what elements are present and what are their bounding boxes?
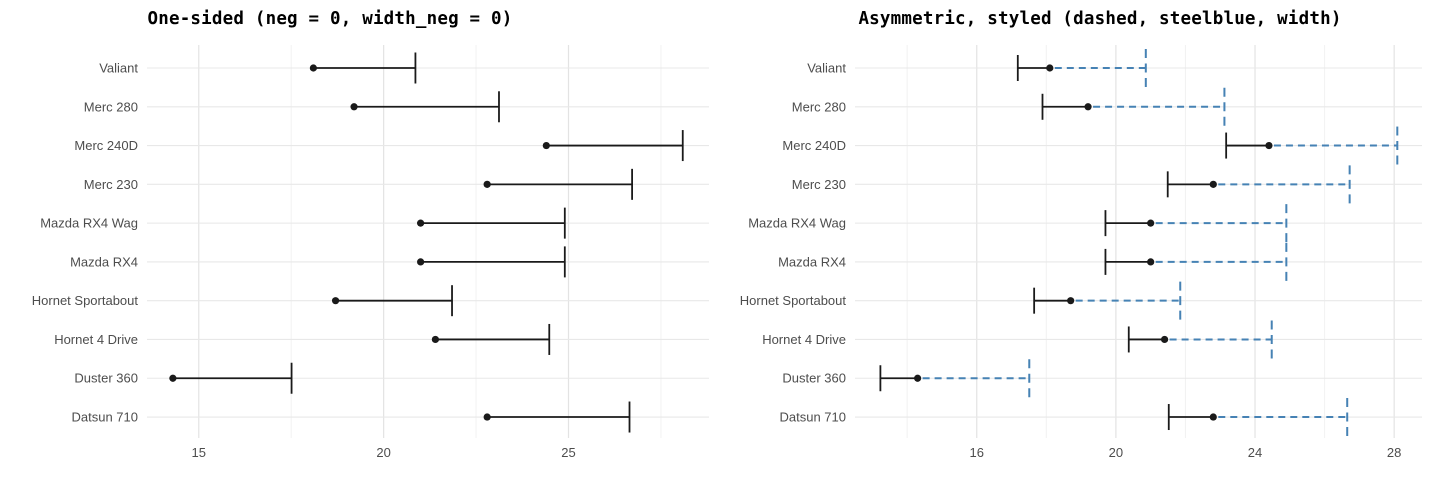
data-point (1265, 141, 1273, 150)
data-point (483, 180, 491, 188)
data-point (1160, 335, 1169, 344)
data-point (169, 374, 177, 382)
y-axis-label: Hornet 4 Drive (762, 332, 846, 347)
x-tick-label: 24 (1248, 445, 1262, 460)
y-axis-label: Merc 230 (792, 177, 846, 192)
y-axis-label: Duster 360 (74, 371, 138, 386)
left-chart-title: One-sided (neg = 0, width_neg = 0) (147, 9, 513, 29)
x-tick-label: 20 (376, 445, 390, 460)
data-point (1147, 219, 1155, 227)
data-point (1209, 413, 1217, 421)
data-point (309, 64, 317, 72)
data-point (1147, 258, 1155, 266)
y-axis-label: Hornet 4 Drive (54, 332, 138, 347)
x-tick-label: 16 (970, 445, 984, 460)
y-axis-label: Datsun 710 (72, 410, 139, 425)
data-point (483, 413, 491, 421)
y-axis-label: Hornet Sportabout (740, 293, 847, 308)
data-point (1209, 180, 1217, 188)
y-axis-label: Merc 230 (84, 177, 138, 192)
x-tick-label: 28 (1387, 445, 1401, 460)
y-axis-label: Merc 240D (782, 138, 846, 153)
data-point (417, 258, 425, 266)
y-axis-label: Valiant (807, 61, 846, 76)
x-tick-label: 15 (192, 445, 206, 460)
data-point (417, 219, 425, 227)
y-axis-label: Mazda RX4 Wag (40, 216, 138, 231)
data-point (1067, 297, 1075, 305)
y-axis-label: Mazda RX4 Wag (748, 216, 846, 231)
y-axis-label: Merc 280 (792, 99, 846, 114)
right-chart-title: Asymmetric, styled (dashed, steelblue, w… (858, 9, 1342, 29)
y-axis-label: Duster 360 (782, 371, 846, 386)
data-point (1046, 64, 1054, 72)
y-axis-label: Mazda RX4 (778, 254, 846, 269)
x-tick-label: 25 (561, 445, 575, 460)
data-point (350, 103, 358, 111)
data-point (914, 374, 922, 382)
data-point (1084, 103, 1092, 111)
y-axis-label: Datsun 710 (780, 410, 847, 425)
y-axis-label: Valiant (99, 61, 138, 76)
y-axis-label: Merc 240D (74, 138, 138, 153)
data-point (431, 335, 439, 344)
y-axis-label: Mazda RX4 (70, 254, 138, 269)
data-point (542, 141, 550, 150)
y-axis-label: Merc 280 (84, 99, 138, 114)
x-tick-label: 20 (1109, 445, 1123, 460)
y-axis-label: Hornet Sportabout (32, 293, 139, 308)
data-point (331, 297, 340, 305)
